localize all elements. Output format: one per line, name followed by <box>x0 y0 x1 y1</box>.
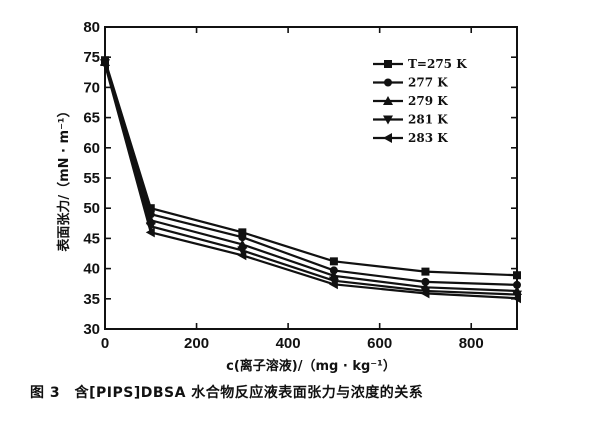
x-axis-ticks: 0 200 400 600 800 <box>101 27 484 352</box>
data-point <box>237 239 248 249</box>
data-point <box>513 280 521 289</box>
y-tick-label: 50 <box>83 200 100 217</box>
y-tick-label: 65 <box>83 110 100 127</box>
data-point <box>329 257 338 266</box>
figure-caption: 图 3 含[PIPS]DBSA 水合物反应液表面张力与浓度的关系 <box>30 385 424 401</box>
data-point <box>100 59 109 70</box>
data-point <box>328 279 338 290</box>
legend-item: T=275 K <box>373 57 467 71</box>
legend-label: 277 K <box>408 76 448 90</box>
y-tick-label: 80 <box>83 19 100 36</box>
legend-item: 279 K <box>373 94 448 108</box>
data-point <box>328 276 339 286</box>
y-axis-ticks: 30 35 40 45 50 55 60 65 70 75 80 <box>83 19 517 338</box>
x-tick-label: 800 <box>459 335 484 352</box>
y-axis-title: 表面张力/（mN · m⁻¹） <box>56 104 72 252</box>
y-tick-label: 75 <box>83 49 100 66</box>
series-line <box>103 62 518 296</box>
series-5 <box>100 59 521 304</box>
legend-label: 281 K <box>408 113 448 127</box>
y-tick-label: 60 <box>83 140 100 157</box>
x-tick-label: 200 <box>184 335 209 352</box>
legend: T=275 K 277 K 279 K 281 K 283 K <box>373 57 467 145</box>
y-tick-label: 70 <box>83 79 100 96</box>
legend-label: 279 K <box>408 94 448 108</box>
data-point <box>237 250 247 261</box>
legend-item: 283 K <box>373 131 448 145</box>
data-point <box>237 246 248 256</box>
y-tick-label: 35 <box>83 291 100 308</box>
series-line <box>103 59 518 277</box>
data-point <box>420 288 430 299</box>
data-point <box>421 277 430 286</box>
data-point <box>238 233 247 242</box>
series-line <box>103 64 518 300</box>
legend-label: 283 K <box>408 131 448 145</box>
data-point <box>513 271 521 280</box>
y-tick-label: 30 <box>83 321 100 338</box>
series-1 <box>101 56 521 280</box>
data-point <box>329 266 338 275</box>
legend-marker <box>384 78 392 87</box>
series-4 <box>100 59 522 300</box>
legend-item: 277 K <box>373 76 448 90</box>
y-tick-label: 45 <box>83 230 100 247</box>
y-tick-label: 40 <box>83 261 100 278</box>
data-point <box>512 293 521 304</box>
legend-marker <box>383 96 393 105</box>
x-axis-title: c(离子溶液)/（mg · kg⁻¹） <box>226 358 396 374</box>
legend-marker <box>383 133 392 143</box>
y-tick-label: 55 <box>83 170 100 187</box>
legend-marker <box>383 115 393 125</box>
data-point <box>421 267 430 276</box>
series-3 <box>100 57 522 295</box>
series-line <box>103 61 518 287</box>
legend-label: T=275 K <box>408 57 467 71</box>
data-point <box>238 228 247 237</box>
legend-item: 281 K <box>373 113 448 127</box>
data-point <box>146 204 155 213</box>
data-point <box>512 290 522 300</box>
legend-marker <box>384 60 392 68</box>
series-line <box>103 61 518 293</box>
series-layer <box>100 56 522 304</box>
x-tick-label: 0 <box>101 335 109 352</box>
x-tick-label: 400 <box>276 335 301 352</box>
x-tick-label: 600 <box>367 335 392 352</box>
data-point <box>145 227 155 238</box>
